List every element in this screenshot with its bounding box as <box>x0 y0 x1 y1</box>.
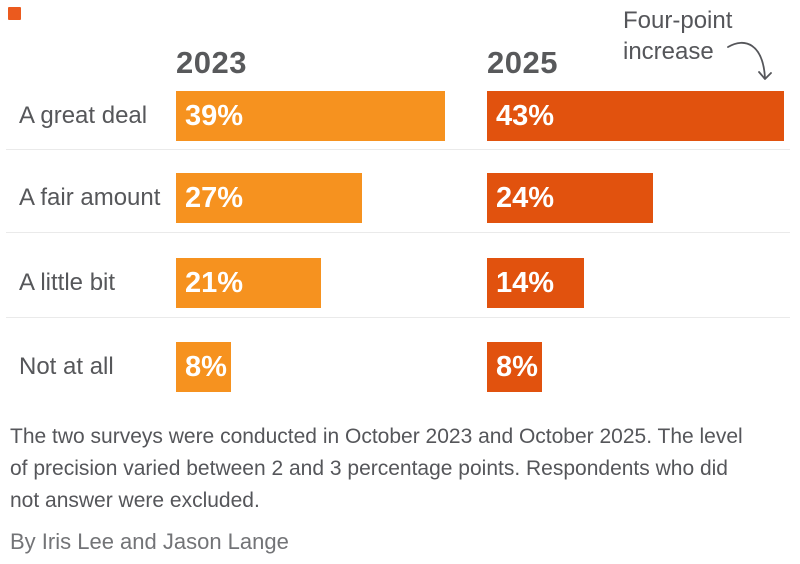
chart-row: Not at all 8% 8% <box>0 342 800 392</box>
category-label: A fair amount <box>19 184 161 211</box>
footnote: The two surveys were conducted in Octobe… <box>10 421 743 517</box>
annotation-text: Four-point increase <box>623 5 732 67</box>
category-label: A great deal <box>19 102 148 129</box>
category-label: A little bit <box>19 269 116 296</box>
bar-2025-a-fair-amount: 24% <box>487 173 653 223</box>
bar-2023-not-at-all: 8% <box>176 342 231 392</box>
bar-value-label: 14% <box>496 266 555 299</box>
bar-value-label: 27% <box>185 181 244 214</box>
brand-mark-icon <box>8 7 21 20</box>
bar-value-label: 24% <box>496 181 555 214</box>
bar-value-label: 43% <box>496 99 555 132</box>
bar-value-label: 39% <box>185 99 244 132</box>
footnote-line: not answer were excluded. <box>10 489 260 512</box>
category-label: Not at all <box>19 353 114 380</box>
annotation-arrow-icon <box>727 42 772 80</box>
byline: By Iris Lee and Jason Lange <box>10 529 289 554</box>
bar-2025-a-little-bit: 14% <box>487 258 584 308</box>
bar-2023-a-great-deal: 39% <box>176 91 445 141</box>
row-divider <box>6 232 790 233</box>
bar-value-label: 21% <box>185 266 244 299</box>
row-divider <box>6 317 790 318</box>
chart-row: A fair amount 27% 24% <box>0 173 800 223</box>
bar-2025-a-great-deal: 43% <box>487 91 784 141</box>
bar-value-label: 8% <box>185 350 227 383</box>
row-divider <box>6 149 790 150</box>
column-header-2025: 2025 <box>487 45 558 80</box>
bar-value-label: 8% <box>496 350 538 383</box>
bar-2023-a-fair-amount: 27% <box>176 173 362 223</box>
annotation-line-1: Four-point <box>623 7 733 34</box>
annotation-line-2: increase <box>623 38 714 65</box>
bar-2025-not-at-all: 8% <box>487 342 542 392</box>
footnote-line: of precision varied between 2 and 3 perc… <box>10 457 728 480</box>
chart-row: A great deal 39% 43% <box>0 91 800 141</box>
footnote-line: The two surveys were conducted in Octobe… <box>10 425 743 448</box>
chart-row: A little bit 21% 14% <box>0 258 800 308</box>
bar-2023-a-little-bit: 21% <box>176 258 321 308</box>
column-header-2023: 2023 <box>176 45 247 80</box>
